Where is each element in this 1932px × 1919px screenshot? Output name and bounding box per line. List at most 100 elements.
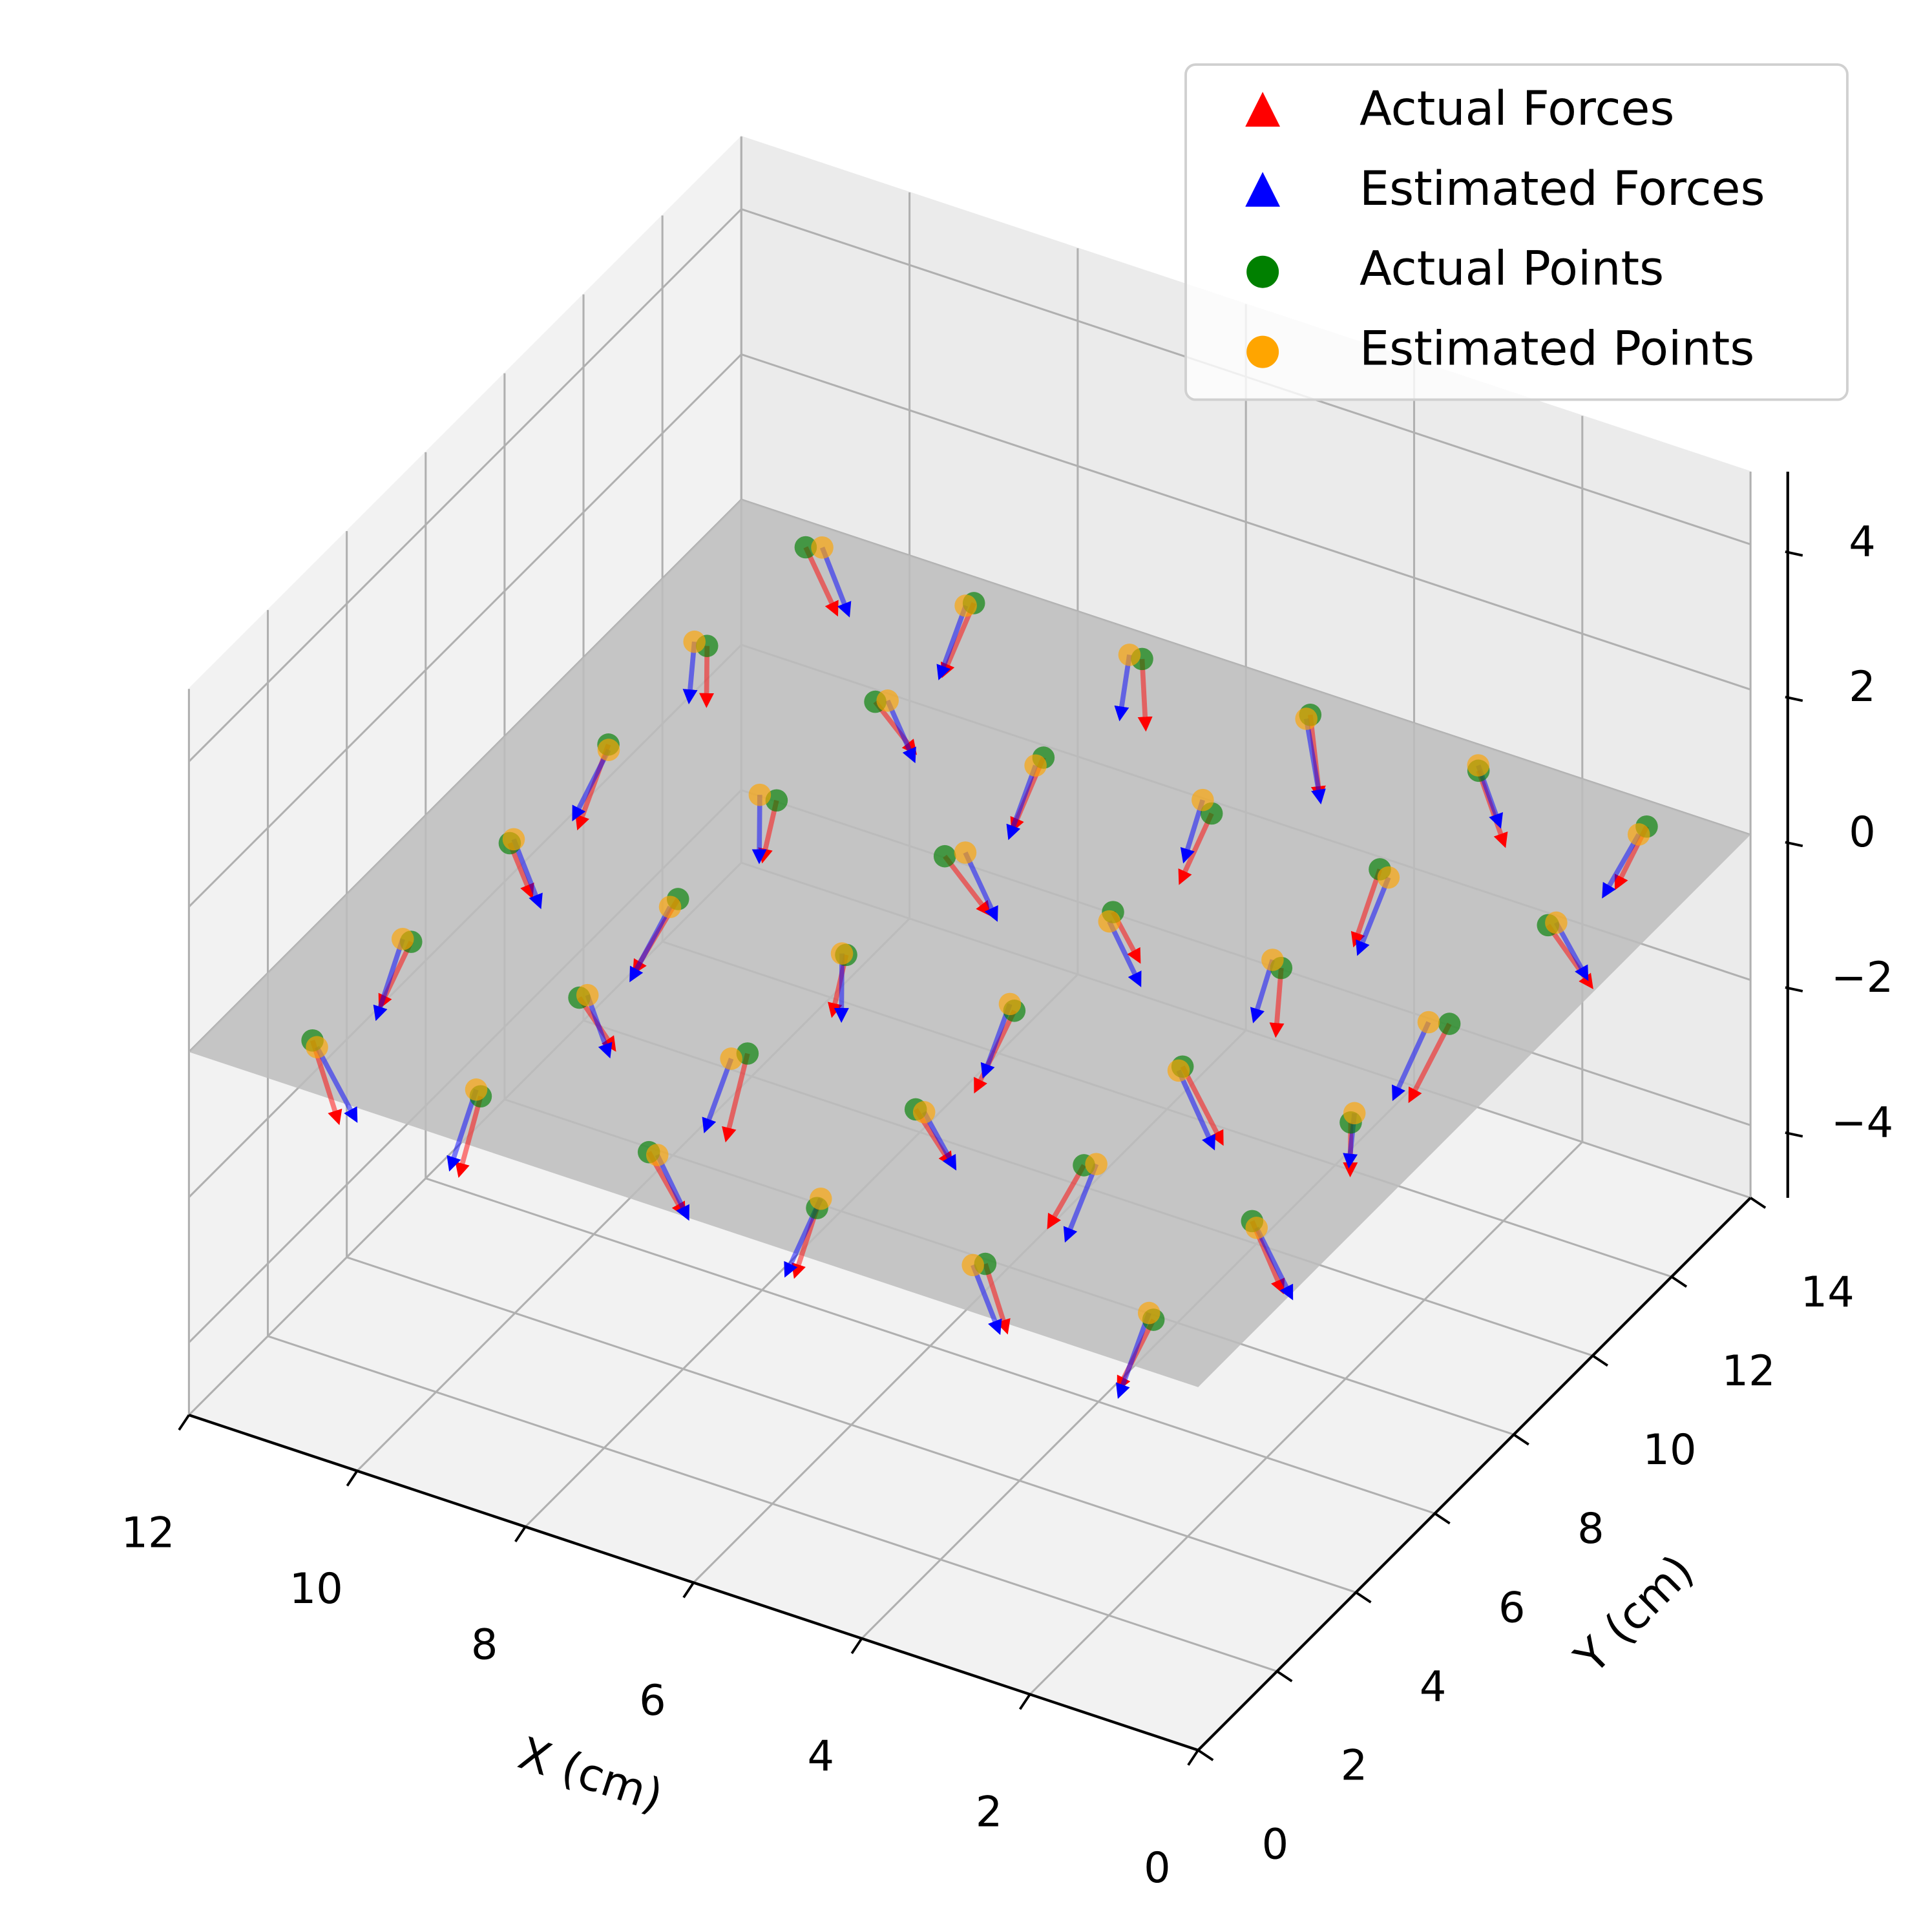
z-tick-label: 2 bbox=[1849, 662, 1876, 711]
grid-line bbox=[346, 1256, 1356, 1593]
x-tick bbox=[850, 1637, 863, 1654]
y-tick-label: 0 bbox=[1262, 1820, 1289, 1869]
force-arrow bbox=[702, 1058, 734, 1133]
force-arrow bbox=[943, 854, 991, 917]
legend-label: Actual Forces bbox=[1360, 81, 1674, 136]
point bbox=[1417, 1011, 1440, 1034]
force-arrow bbox=[963, 851, 998, 922]
point bbox=[830, 942, 854, 965]
point bbox=[794, 536, 817, 559]
axis-line bbox=[188, 1414, 1199, 1752]
y-tick-label: 2 bbox=[1341, 1741, 1368, 1790]
point bbox=[1467, 754, 1490, 777]
x-tick bbox=[178, 1414, 190, 1431]
plot-area bbox=[189, 499, 1751, 1399]
force-arrow bbox=[1254, 1226, 1294, 1301]
x-tick-label: 2 bbox=[976, 1788, 1003, 1837]
y-tick-label: 8 bbox=[1577, 1504, 1604, 1553]
y-tick bbox=[1355, 1591, 1372, 1604]
x-tick-label: 6 bbox=[639, 1676, 666, 1725]
force-arrow bbox=[1115, 1312, 1151, 1399]
force-arrow bbox=[936, 605, 969, 680]
legend-marker bbox=[1245, 92, 1281, 127]
point bbox=[1627, 823, 1650, 846]
point bbox=[683, 630, 706, 653]
point bbox=[765, 789, 788, 812]
point bbox=[1085, 1153, 1108, 1175]
legend-label: Actual Points bbox=[1360, 242, 1664, 297]
grid-line bbox=[268, 1335, 1277, 1673]
x-tick-label: 4 bbox=[807, 1732, 834, 1781]
x-tick-label: 10 bbox=[289, 1564, 343, 1613]
legend-marker bbox=[1245, 172, 1281, 207]
point bbox=[1343, 1102, 1366, 1125]
grid-line bbox=[188, 208, 742, 762]
force-arrow bbox=[572, 748, 611, 822]
point bbox=[658, 896, 682, 918]
point bbox=[576, 983, 599, 1007]
force-arrow bbox=[1180, 1065, 1224, 1146]
point bbox=[961, 1253, 985, 1277]
force-arrow bbox=[722, 1053, 750, 1143]
z-tick-label: −2 bbox=[1831, 953, 1893, 1002]
point bbox=[1377, 866, 1400, 889]
y-tick-label: 10 bbox=[1643, 1425, 1696, 1474]
y-tick-label: 12 bbox=[1722, 1347, 1776, 1396]
point bbox=[1118, 644, 1141, 666]
point bbox=[597, 739, 620, 761]
point bbox=[1438, 1012, 1461, 1035]
y-tick bbox=[1434, 1512, 1451, 1525]
point bbox=[646, 1144, 669, 1166]
legend: Actual Forces Estimated Forces Actual Poin… bbox=[1184, 63, 1849, 401]
force-arrow bbox=[1392, 1021, 1431, 1102]
point bbox=[1098, 910, 1121, 933]
plane bbox=[189, 499, 1751, 1387]
force-arrow bbox=[315, 1045, 358, 1123]
point bbox=[1024, 754, 1047, 777]
x-tick bbox=[1018, 1694, 1031, 1710]
legend-box bbox=[1184, 63, 1849, 401]
force-arrow bbox=[455, 1095, 483, 1178]
point bbox=[1261, 949, 1284, 971]
point bbox=[876, 689, 899, 712]
grid-line bbox=[1029, 1141, 1583, 1695]
point bbox=[502, 828, 525, 851]
legend-marker bbox=[1246, 255, 1279, 288]
force-arrow bbox=[1006, 764, 1038, 841]
force-arrow bbox=[373, 938, 405, 1022]
force-arrow bbox=[1303, 718, 1326, 805]
x-tick bbox=[346, 1470, 359, 1487]
point bbox=[954, 841, 977, 864]
point bbox=[933, 844, 956, 868]
axes: 0 2 4 6 8 10 12 0 2 4 6 8 10 12 14 −4 −2 0 2 4 bbox=[121, 472, 1893, 1893]
x-tick bbox=[514, 1526, 527, 1543]
y-axis-label: Y (cm) bbox=[1565, 1545, 1704, 1684]
z-tick-label: 0 bbox=[1849, 808, 1876, 857]
grid-line bbox=[425, 1177, 1436, 1515]
y-tick-label: 4 bbox=[1420, 1662, 1447, 1711]
force-arrow bbox=[1063, 1163, 1099, 1243]
point bbox=[1545, 911, 1568, 934]
force-arrow bbox=[819, 546, 852, 618]
y-tick bbox=[1276, 1670, 1293, 1683]
force-arrow bbox=[629, 905, 673, 983]
y-tick bbox=[1591, 1354, 1608, 1367]
x-tick bbox=[682, 1582, 695, 1599]
y-tick bbox=[1670, 1275, 1688, 1288]
point bbox=[1245, 1217, 1268, 1239]
x-tick bbox=[1187, 1749, 1199, 1766]
grid-line bbox=[740, 353, 1751, 691]
y-tick-label: 6 bbox=[1498, 1583, 1526, 1632]
force-arrow bbox=[1350, 868, 1383, 948]
legend-label: Estimated Forces bbox=[1360, 162, 1765, 216]
x-tick-label: 8 bbox=[471, 1620, 498, 1669]
point bbox=[1192, 788, 1214, 812]
point bbox=[998, 992, 1022, 1016]
x-tick-label: 0 bbox=[1144, 1843, 1171, 1893]
point bbox=[912, 1101, 936, 1124]
y-tick bbox=[1750, 1197, 1767, 1209]
legend-marker bbox=[1246, 335, 1279, 368]
point bbox=[391, 928, 414, 950]
z-tick-label: −4 bbox=[1831, 1098, 1893, 1148]
